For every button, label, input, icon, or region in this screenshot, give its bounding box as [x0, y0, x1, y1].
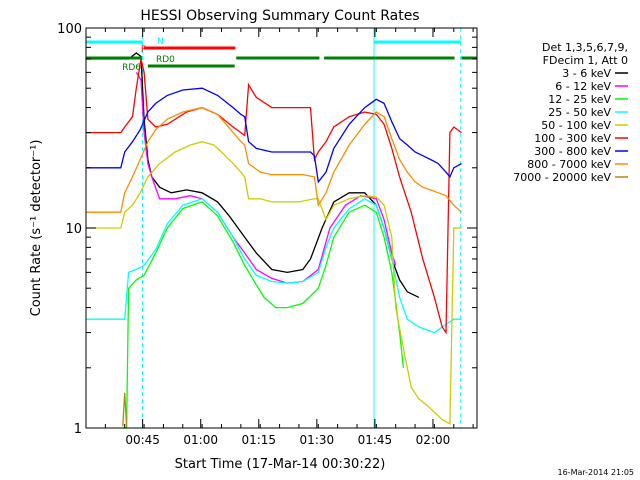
series-line-4	[86, 198, 462, 334]
legend-header-line-1: Det 1,3,5,6,7,9,	[542, 41, 628, 54]
x-tick-label: 01:15	[241, 433, 276, 447]
legend-label-5: 50 - 100 keV	[541, 119, 611, 132]
legend: Det 1,3,5,6,7,9, FDecim 1, Att 0 3 - 6 k…	[513, 41, 628, 184]
legend-label-4: 25 - 50 keV	[548, 106, 611, 119]
legend-label-2: 6 - 12 keV	[555, 80, 611, 93]
footer-timestamp: 16-Mar-2014 21:05	[558, 468, 635, 477]
x-tick-label: 01:00	[183, 433, 218, 447]
series-line-3	[122, 201, 405, 429]
y-tick-label: 1	[74, 422, 82, 437]
x-tick-label: 02:00	[416, 433, 451, 447]
chart-title: HESSI Observing Summary Count Rates	[140, 8, 419, 24]
legend-label-1: 3 - 6 keV	[562, 67, 611, 80]
flag-label-1: N	[157, 37, 164, 47]
series-line-8	[86, 106, 462, 213]
legend-label-6: 100 - 300 keV	[534, 132, 611, 145]
legend-label-9: 7000 - 20000 keV	[513, 171, 611, 184]
flag-label-2: F	[141, 45, 146, 55]
flag-label-3: RD0	[156, 55, 175, 65]
y-tick-label: 100	[57, 22, 82, 37]
plot-marks: N F RD0 RD6	[86, 28, 477, 429]
x-axis-label: Start Time (17-Mar-14 00:30:22)	[175, 457, 386, 472]
x-tick-label: 01:45	[358, 433, 393, 447]
legend-label-7: 300 - 800 keV	[534, 145, 611, 158]
series-line-5	[86, 141, 462, 425]
series-line-9	[122, 392, 128, 427]
x-tick-label: 00:45	[125, 433, 160, 447]
flag-label-4: RD6	[122, 63, 141, 73]
y-tick-label: 10	[65, 222, 82, 237]
x-tick-label: 01:30	[300, 433, 335, 447]
legend-label-8: 800 - 7000 keV	[527, 158, 611, 171]
y-axis-label: Count Rate (s⁻¹ detector⁻¹)	[29, 140, 44, 317]
legend-label-3: 12 - 25 keV	[548, 93, 611, 106]
series-line-6	[86, 58, 462, 335]
series-line-7	[86, 87, 462, 184]
legend-header-line-2: FDecim 1, Att 0	[543, 54, 628, 67]
axes: 00:45 01:00 01:15 01:30 01:45 02:00 1 10 100	[57, 22, 478, 447]
